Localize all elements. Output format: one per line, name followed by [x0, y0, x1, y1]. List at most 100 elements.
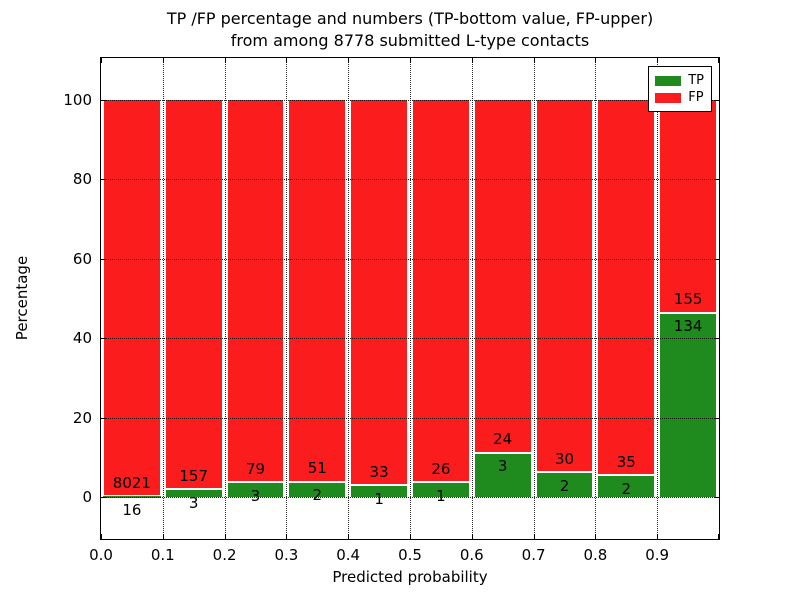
x-tick-label: 0.2: [212, 546, 237, 564]
x-tick-label: 0.9: [645, 546, 670, 564]
vertical-gridline: [224, 58, 226, 539]
fp-count-label: 51: [307, 459, 327, 478]
x-tick-mark: [224, 58, 226, 63]
chart-title-line1: TP /FP percentage and numbers (TP-bottom…: [166, 9, 654, 28]
x-tick-mark: [471, 58, 473, 63]
x-tick-mark: [162, 58, 164, 63]
vertical-gridline: [657, 58, 659, 539]
y-tick-label: 0: [82, 487, 92, 506]
x-tick-mark: [101, 534, 102, 539]
y-tick-mark: [101, 338, 106, 340]
fp-count-label: 155: [673, 290, 703, 309]
fp-count-label: 157: [179, 466, 209, 485]
x-tick-label: 0.3: [274, 546, 299, 564]
x-axis-label: Predicted probability: [332, 568, 488, 586]
y-axis-label: Percentage: [13, 255, 31, 341]
y-tick-label: 20: [72, 408, 92, 427]
bar-fp-segment: [659, 99, 717, 313]
bar-fp-segment: [535, 99, 594, 473]
bar-fp-segment: [597, 99, 656, 476]
y-tick-mark: [714, 258, 719, 260]
y-tick-label: 80: [72, 170, 92, 189]
fp-count-label: 33: [369, 462, 389, 481]
horizontal-gridline: [101, 100, 719, 102]
legend-label: TP: [688, 73, 704, 88]
bar-fp-segment: [473, 99, 532, 453]
x-tick-label: 0.1: [150, 546, 175, 564]
chart-title: TP /FP percentage and numbers (TP-bottom…: [101, 8, 719, 52]
x-tick-label: 0.4: [336, 546, 361, 564]
legend: TP FP: [648, 66, 712, 112]
x-tick-mark: [348, 534, 350, 539]
x-tick-label: 0.6: [459, 546, 484, 564]
tp-count-label: 2: [312, 486, 323, 505]
vertical-gridline: [533, 58, 535, 539]
legend-item-fp: FP: [655, 89, 704, 106]
bar-fp-segment: [288, 99, 347, 482]
x-tick-mark: [286, 534, 288, 539]
x-tick-mark: [224, 534, 226, 539]
x-tick-mark: [595, 534, 597, 539]
tp-count-label: 2: [559, 476, 570, 495]
vertical-gridline: [286, 58, 288, 539]
tp-count-label: 3: [188, 493, 199, 512]
legend-label: FP: [688, 90, 704, 105]
y-tick-mark: [714, 417, 719, 419]
x-tick-mark: [410, 534, 411, 539]
x-tick-label: 0.8: [583, 546, 608, 564]
y-tick-mark: [714, 496, 719, 498]
tp-count-label: 3: [497, 457, 508, 476]
tp-count-label: 1: [374, 489, 384, 508]
x-tick-mark: [718, 534, 719, 539]
bar-tp-segment: [659, 312, 717, 498]
tp-count-label: 134: [673, 317, 703, 336]
tp-count-label: 16: [122, 500, 142, 519]
x-tick-mark: [471, 534, 473, 539]
vertical-gridline: [410, 58, 411, 539]
x-tick-mark: [657, 534, 659, 539]
horizontal-gridline: [101, 417, 719, 419]
vertical-gridline: [348, 58, 350, 539]
x-tick-mark: [101, 58, 102, 63]
x-tick-mark: [410, 58, 411, 63]
y-tick-mark: [714, 100, 719, 102]
bar-fp-segment: [164, 99, 223, 490]
vertical-gridline: [471, 58, 473, 539]
x-tick-mark: [657, 58, 659, 63]
tp-color-swatch: [655, 75, 682, 86]
bar-fp-segment: [350, 99, 408, 486]
bar-tp-segment: [535, 472, 594, 498]
x-tick-mark: [533, 534, 535, 539]
y-tick-label: 40: [72, 329, 92, 348]
x-tick-mark: [286, 58, 288, 63]
plot-area: TP FP 8021 16 157 3 79 3 51 2 33 1 26 1 24 3 30 2 35 2 155 1…: [100, 57, 720, 540]
x-tick-label: 0.7: [521, 546, 546, 564]
bar-fp-segment: [103, 99, 161, 497]
y-tick-mark: [714, 338, 719, 340]
y-tick-mark: [101, 417, 106, 419]
fp-count-label: 8021: [112, 473, 151, 492]
vertical-gridline: [162, 58, 164, 539]
fp-count-label: 24: [493, 430, 513, 449]
fp-count-label: 30: [554, 449, 575, 468]
fp-count-label: 79: [245, 459, 266, 478]
tp-count-label: 2: [621, 479, 632, 498]
horizontal-gridline: [101, 338, 719, 340]
x-tick-mark: [595, 58, 597, 63]
y-tick-mark: [714, 179, 719, 181]
fp-count-label: 26: [431, 459, 451, 478]
horizontal-gridline: [101, 179, 719, 181]
y-tick-label: 100: [63, 91, 92, 110]
bar-fp-segment: [412, 99, 470, 483]
vertical-gridline: [595, 58, 597, 539]
x-tick-mark: [718, 58, 719, 63]
y-tick-mark: [101, 496, 106, 498]
x-tick-mark: [162, 534, 164, 539]
legend-item-tp: TP: [655, 72, 704, 89]
y-tick-mark: [101, 258, 106, 260]
tp-count-label: 1: [436, 486, 446, 505]
horizontal-gridline: [101, 496, 719, 498]
x-tick-mark: [348, 58, 350, 63]
x-tick-mark: [533, 58, 535, 63]
